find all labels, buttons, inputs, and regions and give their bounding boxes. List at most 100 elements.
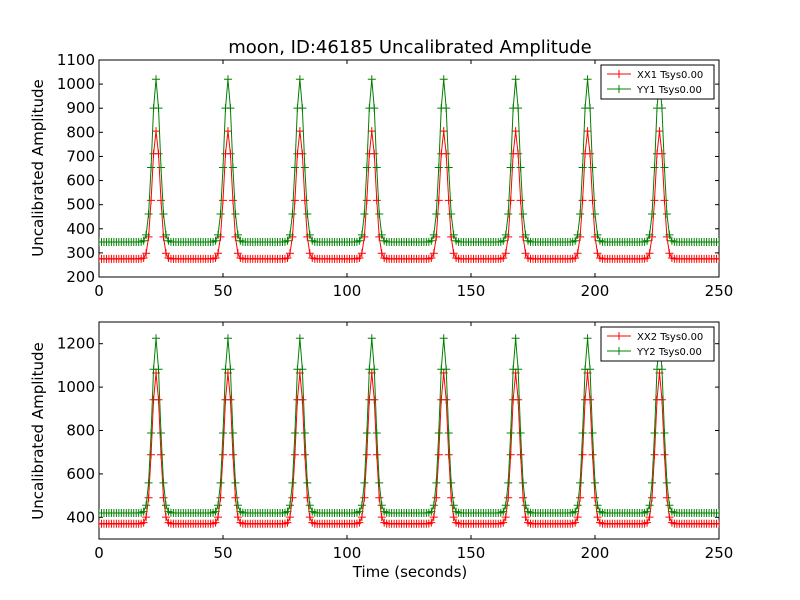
data-point <box>444 196 453 205</box>
data-point <box>226 365 235 374</box>
data-point <box>583 75 592 84</box>
x-tick-label: 200 <box>581 282 610 300</box>
data-point <box>648 493 657 502</box>
data-point <box>578 428 587 437</box>
data-point <box>362 163 371 172</box>
y-tick-label: 500 <box>66 196 95 214</box>
data-point <box>499 507 508 516</box>
data-point <box>372 196 381 205</box>
data-point <box>362 450 371 459</box>
data-point <box>357 230 366 239</box>
data-point <box>214 501 223 510</box>
top-plot-area: 0 50 100 150 200 250 200 300 400 500 600 700 800 900 1… <box>57 51 734 300</box>
data-point <box>429 249 438 258</box>
data-point <box>429 513 438 522</box>
data-point <box>157 196 165 205</box>
data-point <box>219 163 227 172</box>
data-point <box>219 450 227 459</box>
data-point <box>159 478 168 487</box>
data-point <box>591 478 599 487</box>
data-point <box>233 230 242 239</box>
data-point <box>573 513 582 522</box>
data-point <box>660 163 669 172</box>
data-point <box>648 209 657 218</box>
data-point <box>377 513 386 522</box>
data-point <box>283 236 292 245</box>
y-tick-label: 1200 <box>57 335 95 353</box>
data-point <box>285 513 294 522</box>
data-point <box>370 104 379 113</box>
data-point <box>715 238 719 247</box>
x-tick-label: 0 <box>94 282 104 300</box>
legend: XX2 Tsys0.00 YY2 Tsys0.00 <box>600 326 715 362</box>
data-point <box>643 253 652 262</box>
legend-label: XX1 Tsys0.00 <box>637 70 703 81</box>
data-point <box>290 428 299 437</box>
data-point <box>447 478 456 487</box>
data-point <box>657 104 666 113</box>
data-point <box>303 209 312 218</box>
data-point <box>715 508 719 517</box>
data-point <box>367 334 376 343</box>
data-point <box>516 450 525 459</box>
data-point <box>439 334 448 343</box>
data-point <box>586 395 595 404</box>
data-point <box>662 478 671 487</box>
data-point <box>223 334 232 343</box>
data-point <box>657 395 666 404</box>
y-tick-label: 600 <box>66 172 95 190</box>
data-point <box>588 450 597 459</box>
data-point <box>144 478 153 487</box>
data-point <box>159 493 168 502</box>
data-point <box>226 149 235 158</box>
data-point <box>506 428 515 437</box>
data-point <box>506 196 515 205</box>
data-point <box>591 493 599 502</box>
data-point <box>159 209 168 218</box>
data-point <box>228 428 237 437</box>
data-point <box>233 249 242 258</box>
data-point <box>571 236 580 245</box>
data-point <box>142 501 151 510</box>
data-point <box>586 149 595 158</box>
data-point <box>139 518 148 527</box>
data-point <box>593 501 602 510</box>
data-point <box>142 249 151 258</box>
legend-marker <box>615 70 623 78</box>
data-point <box>154 104 163 113</box>
data-point <box>360 478 369 487</box>
data-point <box>161 513 170 522</box>
data-point <box>499 253 508 262</box>
data-point <box>231 478 240 487</box>
data-point <box>142 513 151 522</box>
data-point <box>506 163 515 172</box>
y-tick-label: 200 <box>66 268 95 286</box>
data-point <box>434 450 443 459</box>
data-point <box>228 163 237 172</box>
data-point <box>375 493 384 502</box>
data-point <box>147 196 156 205</box>
data-point <box>211 236 220 245</box>
data-point <box>231 209 240 218</box>
data-point <box>228 196 237 205</box>
data-point <box>211 253 220 262</box>
data-point <box>434 196 443 205</box>
data-point <box>216 209 225 218</box>
data-point <box>226 104 235 113</box>
data-point <box>432 478 441 487</box>
data-point <box>295 127 304 136</box>
legend-marker <box>615 347 623 355</box>
data-point <box>216 493 225 502</box>
y-tick-label: 600 <box>66 465 95 483</box>
data-point <box>305 501 314 510</box>
y-tick-label: 800 <box>66 422 95 440</box>
data-point <box>285 501 294 510</box>
data-point <box>305 249 314 258</box>
data-point <box>370 149 379 158</box>
legend: XX1 Tsys0.00 YY1 Tsys0.00 <box>600 64 715 100</box>
x-tick-label: 50 <box>213 282 232 300</box>
data-point <box>593 513 602 522</box>
y-tick-label: 300 <box>66 244 95 262</box>
data-point <box>285 249 294 258</box>
